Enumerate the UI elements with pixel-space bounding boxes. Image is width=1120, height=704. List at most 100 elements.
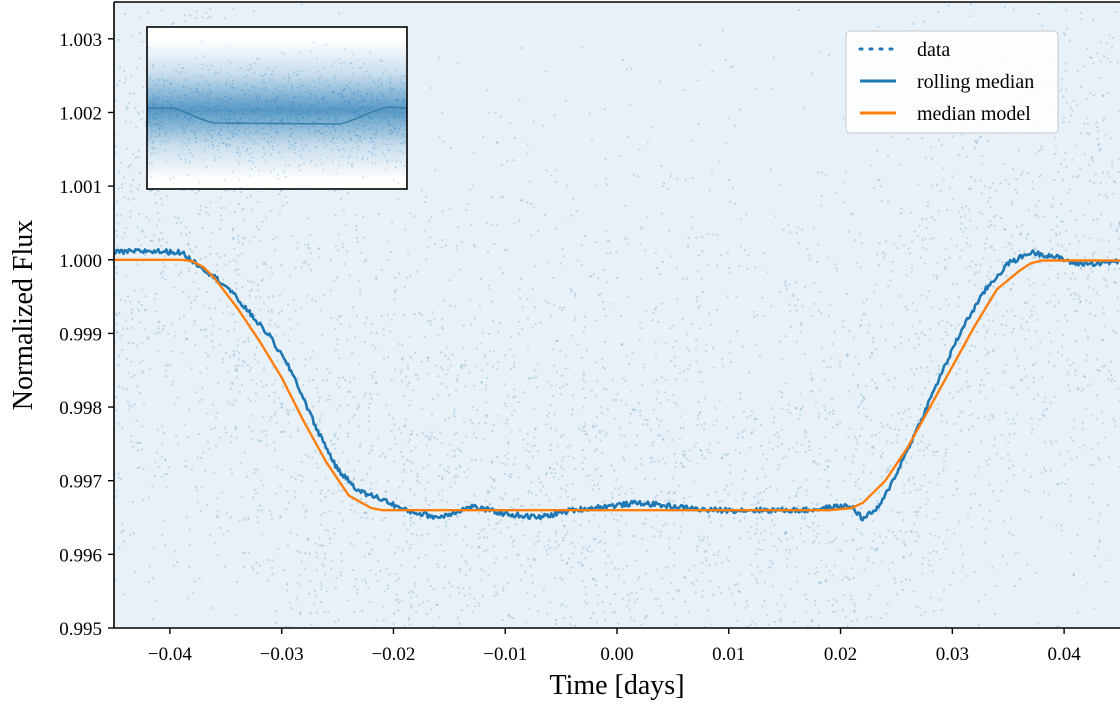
data-point [574,293,576,295]
data-point [1006,480,1008,482]
data-point [257,469,259,471]
y-tick-label: 0.996 [59,545,102,566]
data-point [546,554,548,556]
data-point [877,548,879,550]
data-point [230,468,232,470]
data-point [391,379,393,381]
data-point [329,372,331,374]
data-point [932,451,934,453]
data-point [528,467,530,469]
data-point [139,466,141,468]
data-point [904,410,906,412]
data-point [1103,436,1105,438]
data-point [557,445,559,447]
data-point [1092,160,1094,162]
data-point [938,210,940,212]
data-point [133,374,135,376]
data-point [627,296,629,298]
inset-data-point [183,86,185,88]
data-point [782,457,784,459]
data-point [336,319,338,321]
data-point [404,625,406,627]
data-point [520,564,522,566]
data-point [563,307,565,309]
data-point [604,341,606,343]
data-point [515,523,517,525]
data-point [1007,418,1009,420]
data-point [900,530,902,532]
data-point [569,543,571,545]
data-point [709,443,711,445]
data-point [440,367,442,369]
data-point [836,424,838,426]
data-point [1103,312,1105,314]
data-point [488,524,490,526]
data-point [206,291,208,293]
data-point [242,360,244,362]
data-point [944,258,946,260]
data-point [1021,224,1023,226]
data-point [636,598,638,600]
data-point [474,605,476,607]
data-point [123,593,125,595]
data-point [425,435,427,437]
data-point [603,269,605,271]
data-point [1020,325,1022,327]
data-point [364,322,366,324]
inset-data-point [389,80,391,82]
data-point [286,589,288,591]
data-point [164,278,166,280]
data-point [195,17,197,19]
data-point [177,443,179,445]
inset-data-point [395,123,397,125]
data-point [1027,278,1029,280]
data-point [1106,256,1108,258]
data-point [958,521,960,523]
data-point [607,408,609,410]
data-point [333,532,335,534]
data-point [587,550,589,552]
data-point [393,623,395,625]
data-point [242,243,244,245]
data-point [189,231,191,233]
data-point [559,577,561,579]
data-point [497,415,499,417]
inset-data-point [331,108,333,110]
data-point [614,567,616,569]
data-point [200,457,202,459]
data-point [126,105,128,107]
data-point [251,288,253,290]
data-point [866,298,868,300]
data-point [962,231,964,233]
data-point [1068,390,1070,392]
data-point [900,342,902,344]
data-point [237,235,239,237]
data-point [843,181,845,183]
inset-data-point [244,108,246,110]
data-point [247,364,249,366]
data-point [188,529,190,531]
data-point [1032,364,1034,366]
data-point [235,261,237,263]
data-point [1015,178,1017,180]
data-point [545,423,547,425]
data-point [631,535,633,537]
data-point [471,460,473,462]
data-point [864,313,866,315]
data-point [1099,513,1101,515]
data-point [921,485,923,487]
data-point [930,596,932,598]
data-point [261,509,263,511]
inset-data-point [378,146,380,148]
data-point [129,216,131,218]
data-point [364,556,366,558]
data-point [781,358,783,360]
x-ticks: −0.04 −0.03 −0.02 −0.01 0.00 0.01 0.02 0.03 0.04 [148,628,1081,665]
data-point [505,463,507,465]
data-point [850,595,852,597]
inset-data-point [151,134,153,136]
inset-data-point [239,179,241,181]
data-point [229,261,231,263]
data-point [237,239,239,241]
data-point [525,449,527,451]
